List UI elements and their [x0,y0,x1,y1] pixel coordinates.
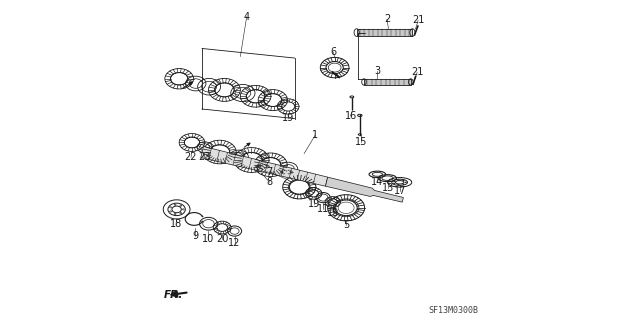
Text: 21: 21 [411,68,424,77]
Text: 1: 1 [312,130,318,140]
Text: 6: 6 [330,47,337,57]
Text: 9: 9 [192,231,198,241]
Text: 22: 22 [185,152,197,163]
Text: 23: 23 [198,152,210,163]
Text: 20: 20 [216,234,228,244]
Text: 19: 19 [282,113,294,123]
Text: 12: 12 [228,238,241,248]
Text: 2: 2 [384,14,390,24]
Text: 10: 10 [202,234,214,244]
Text: 21: 21 [412,15,424,26]
Text: 5: 5 [343,220,349,230]
Text: 4: 4 [244,12,250,22]
Polygon shape [201,147,328,186]
Text: 7: 7 [266,167,273,177]
Text: 19: 19 [326,208,339,218]
Text: 19: 19 [307,199,320,209]
Text: SF13M0300B: SF13M0300B [429,307,479,316]
Text: 15: 15 [355,137,367,147]
Polygon shape [364,79,411,85]
Text: 11: 11 [317,204,330,214]
Text: 18: 18 [170,219,182,229]
Polygon shape [326,177,403,202]
Text: 17: 17 [394,186,406,196]
Text: 14: 14 [371,177,383,187]
Text: 3: 3 [374,67,380,76]
Text: FR.: FR. [164,291,184,300]
Text: 8: 8 [267,177,273,187]
Polygon shape [356,29,412,36]
Text: 16: 16 [344,111,356,121]
Text: 13: 13 [381,183,394,193]
